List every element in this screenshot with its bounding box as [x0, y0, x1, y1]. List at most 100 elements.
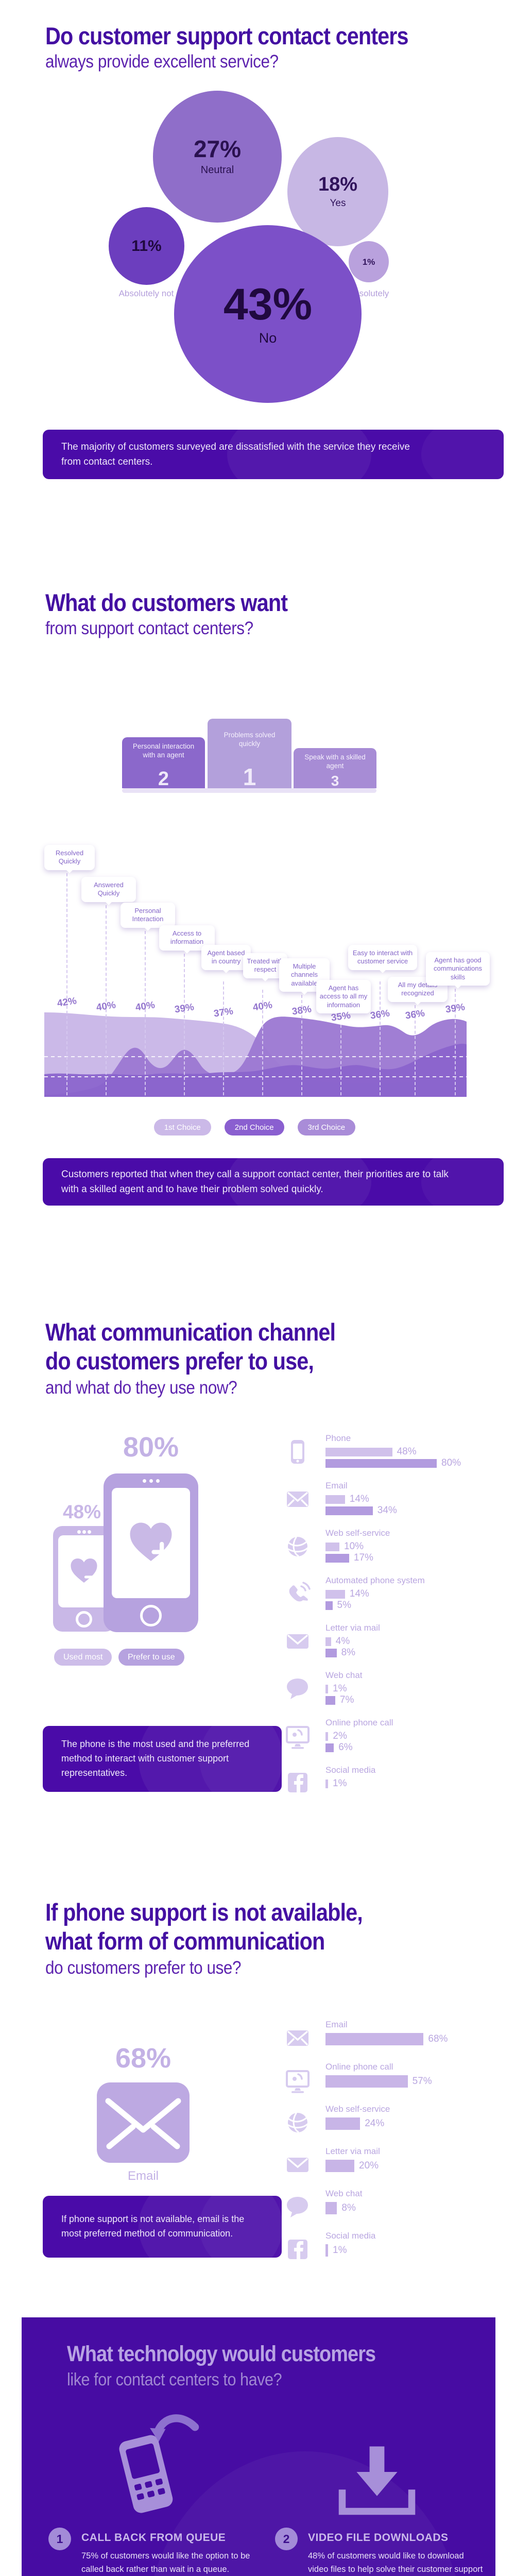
bar: [325, 2033, 424, 2045]
facebook-icon: [283, 2235, 312, 2264]
s3-title-bold-2: do customers prefer to use,: [45, 1347, 314, 1375]
letter-icon: [283, 2150, 312, 2179]
bar: [325, 2160, 354, 2172]
s3-title-light: and what do they use now?: [45, 1378, 237, 1398]
priority-chip: Easy to interact with customer service: [348, 945, 417, 970]
phone-screen: [58, 1535, 110, 1607]
chat-bubble-icon: [283, 2193, 312, 2222]
bar-value: 1%: [333, 2245, 347, 2256]
callback-phone-icon: [99, 2410, 202, 2526]
bar: [325, 1459, 437, 1468]
email-highlight-label: Email: [127, 2169, 159, 2183]
item-number: 2: [275, 2528, 298, 2550]
bubble-yes-value: 18%: [318, 173, 358, 195]
monitor-call-icon: [283, 2066, 312, 2095]
channel-name: Social media: [325, 2231, 376, 2241]
chip-connector: [340, 1025, 341, 1095]
item-body: 75% of customers would like the option t…: [81, 2551, 250, 2574]
channel-bar-used: 14%: [325, 1494, 369, 1505]
channel-name: Web chat: [325, 2189, 363, 2198]
s4-title-bold-2: what form of communication: [45, 1927, 325, 1955]
podium-base: [122, 788, 376, 793]
s2-callout: Customers reported that when they call a…: [43, 1158, 504, 1206]
s3-title-bold-1: What communication channel: [45, 1318, 336, 1346]
s3-callout-text: The phone is the most used and the prefe…: [61, 1739, 250, 1778]
bar-value: 34%: [377, 1505, 397, 1516]
bubble-no-label: No: [259, 330, 277, 346]
bubble-yes-label: Yes: [330, 197, 346, 209]
priority-chip: Agent has access to all my information: [316, 980, 371, 1013]
s4-title-bold-1: If phone support is not available,: [45, 1899, 363, 1926]
email-icon: [283, 1485, 312, 1514]
bubble-no-value: 43%: [223, 279, 313, 329]
channel-name: Web chat: [325, 1670, 363, 1680]
email-app-icon: [97, 2082, 190, 2165]
s1-callout-text: The majority of customers surveyed are d…: [61, 441, 410, 467]
label-absolutely-not: Absolutely not: [118, 289, 174, 298]
priority-chip: Personal Interaction: [121, 903, 175, 928]
heart-plus-icon: [125, 1519, 177, 1567]
channel-bar-used: 4%: [325, 1636, 350, 1647]
priority-chip: Answered Quickly: [81, 877, 136, 902]
s5-title-light: like for contact centers to have?: [67, 2370, 282, 2389]
bar-value: 2%: [333, 1731, 347, 1741]
bar-value: 1%: [333, 1778, 347, 1789]
legend-2nd-choice: 2nd Choice: [224, 1119, 284, 1136]
bar: [325, 1637, 331, 1646]
s4-callout: If phone support is not available, email…: [43, 2196, 282, 2258]
bar-value: 48%: [397, 1446, 417, 1457]
bar-value: 80%: [441, 1458, 461, 1468]
bar: [325, 2202, 337, 2214]
globe-icon: [283, 2108, 312, 2137]
channel-name: Online phone call: [325, 2062, 393, 2072]
bar: [325, 1601, 333, 1610]
bar-value: 14%: [349, 1588, 369, 1599]
email-icon: [283, 2024, 312, 2053]
channel-bar-prefer: 5%: [325, 1600, 351, 1611]
bar-value: 57%: [412, 2076, 432, 2087]
bubble-neutral: 27% Neutral: [153, 91, 282, 223]
channel-bar-used: 10%: [325, 1541, 364, 1552]
bubble-absolutely-value: 1%: [362, 257, 375, 267]
channel-name: Web self-service: [325, 2104, 390, 2114]
bubble-no: 43% No: [174, 225, 362, 403]
bar: [325, 1779, 328, 1788]
priority-chip: Multiple channels available: [279, 958, 330, 992]
bar-value: 7%: [339, 1694, 354, 1705]
globe-icon: [283, 1532, 312, 1561]
bar-value: 24%: [365, 2118, 385, 2129]
channel-name: Automated phone system: [325, 1575, 425, 1585]
bar: [325, 1447, 392, 1456]
bar-value: 14%: [349, 1494, 369, 1504]
channel-bar-prefer: 6%: [325, 1742, 353, 1753]
monitor-call-icon: [283, 1722, 312, 1751]
bar-value: 68%: [428, 2033, 448, 2044]
podium-second-rank: 2: [158, 768, 169, 790]
heart-minus-icon: [67, 1556, 100, 1586]
bar: [325, 1542, 339, 1551]
s1-title-bold: Do customer support contact centers: [45, 22, 409, 49]
item-body: 48% of customers would like to download …: [308, 2551, 483, 2574]
s4-callout-text: If phone support is not available, email…: [61, 2214, 245, 2239]
channel-bar-used: 48%: [325, 1446, 417, 1458]
bar: [325, 2075, 408, 2088]
bar-value: 8%: [341, 2202, 356, 2213]
bar: [325, 1553, 349, 1563]
phone-home-button: [140, 1605, 162, 1626]
chip-connector: [66, 873, 67, 1095]
chip-connector: [184, 954, 185, 1095]
channel-bar-used: 14%: [325, 1588, 369, 1600]
s1-callout: The majority of customers surveyed are d…: [43, 430, 504, 479]
podium-third: Speak with a skilled agent 3: [294, 748, 376, 788]
used-pct-small: 48%: [62, 1501, 101, 1522]
s3-callout: The phone is the most used and the prefe…: [43, 1726, 282, 1792]
item-heading: VIDEO FILE DOWNLOADS: [308, 2532, 449, 2544]
bar-value: 10%: [344, 1541, 364, 1552]
channel-bar-used: 1%: [325, 1778, 347, 1789]
bar-value: 17%: [353, 1552, 373, 1563]
s4-title-light: do customers prefer to use?: [45, 1958, 242, 1978]
channel-bar: 1%: [325, 2244, 347, 2257]
bubble-neutral-value: 27%: [193, 135, 242, 162]
s5-title-bold: What technology would customers: [67, 2342, 376, 2366]
